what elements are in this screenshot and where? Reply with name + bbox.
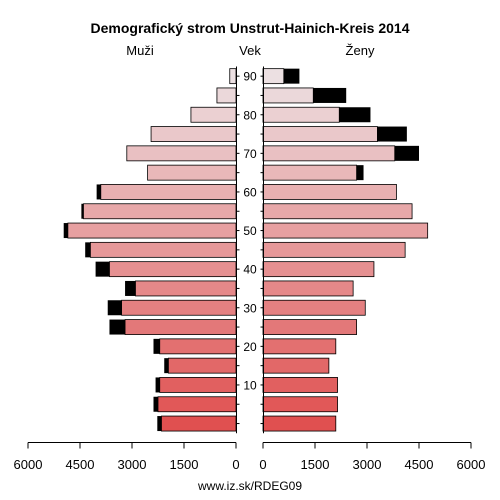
bar-male-45-49: [90, 241, 237, 258]
age-label-60: 60: [243, 185, 257, 199]
bars-group: [63, 68, 429, 432]
x-tick-label-left-1500: 1500: [170, 457, 199, 472]
right-label: Ženy: [346, 43, 375, 58]
age-label-50: 50: [243, 224, 257, 238]
bar-female-25-29: [262, 319, 357, 335]
left-label: Muži: [126, 43, 154, 58]
bar-female-75-79: [262, 126, 378, 142]
bar-female-55-59: [262, 203, 413, 220]
bar-male-55-59: [83, 203, 237, 220]
bar-male-15-19: [167, 357, 237, 374]
bar-female-30-34: [262, 299, 366, 316]
chart-title: Demografický strom Unstrut-Hainich-Kreis…: [91, 20, 410, 36]
bar-female-15-19: [262, 357, 330, 374]
bar-male-75-79: [150, 126, 237, 142]
x-tick-label-left-4500: 4500: [66, 457, 95, 472]
bar-male-35-39: [135, 280, 237, 297]
bar-female-45-49: [262, 241, 406, 258]
age-label-80: 80: [243, 108, 257, 122]
age-label-10: 10: [243, 378, 257, 392]
x-tick-label-right-1500: 1500: [301, 457, 330, 472]
bar-male-0-4: [161, 415, 237, 432]
age-label-90: 90: [243, 70, 257, 84]
x-tick-label-right-4500: 4500: [405, 457, 434, 472]
bar-male-50-54: [67, 222, 237, 239]
bar-male-85-89: [216, 87, 237, 104]
bar-female-5-9: [262, 396, 338, 413]
x-tick-label-right-3000: 3000: [353, 457, 382, 472]
footer-text: www.iz.sk/RDEG09: [197, 479, 302, 493]
bar-male-30-34: [121, 299, 237, 316]
x-tick-label-right-6000: 6000: [457, 457, 486, 472]
x-tick-label-right-0: 0: [259, 457, 266, 472]
bar-male-70-74: [126, 145, 237, 162]
age-label-20: 20: [243, 340, 257, 354]
bar-female-80-84: [262, 106, 340, 123]
bar-female-35-39: [262, 280, 354, 297]
bar-male-40-44: [109, 261, 237, 278]
bar-female-60-64: [262, 184, 397, 200]
bar-male-5-9: [157, 396, 237, 413]
age-label-70: 70: [243, 147, 257, 161]
age-label-30: 30: [243, 301, 257, 315]
bar-male-60-64: [100, 184, 237, 200]
x-tick-label-left-0: 0: [232, 457, 239, 472]
bar-male-20-24: [159, 338, 237, 355]
bar-female-65-69: [262, 164, 357, 181]
axes-group: 10 20 30 40 50 60 70 80 90 6000 4500 3000 1500 0 0 1500…: [14, 66, 486, 472]
bar-female-10-14: [262, 377, 338, 393]
bar-male-65-69: [147, 164, 237, 181]
bar-female-40-44: [262, 261, 375, 278]
bar-male-10-14: [159, 377, 237, 393]
center-label: Vek: [239, 43, 261, 58]
bar-female-50-54: [262, 222, 429, 239]
bar-female-85-89: [262, 87, 314, 104]
age-label-40: 40: [243, 263, 257, 277]
bar-male-80-84: [190, 106, 237, 123]
bar-female-90+: [262, 68, 285, 85]
bar-female-70-74: [262, 145, 396, 162]
x-tick-label-left-6000: 6000: [14, 457, 43, 472]
bar-female-0-4: [262, 415, 337, 432]
bar-male-90+: [229, 68, 237, 85]
x-tick-label-left-3000: 3000: [118, 457, 147, 472]
bar-male-25-29: [124, 319, 237, 335]
bar-female-20-24: [262, 338, 337, 355]
